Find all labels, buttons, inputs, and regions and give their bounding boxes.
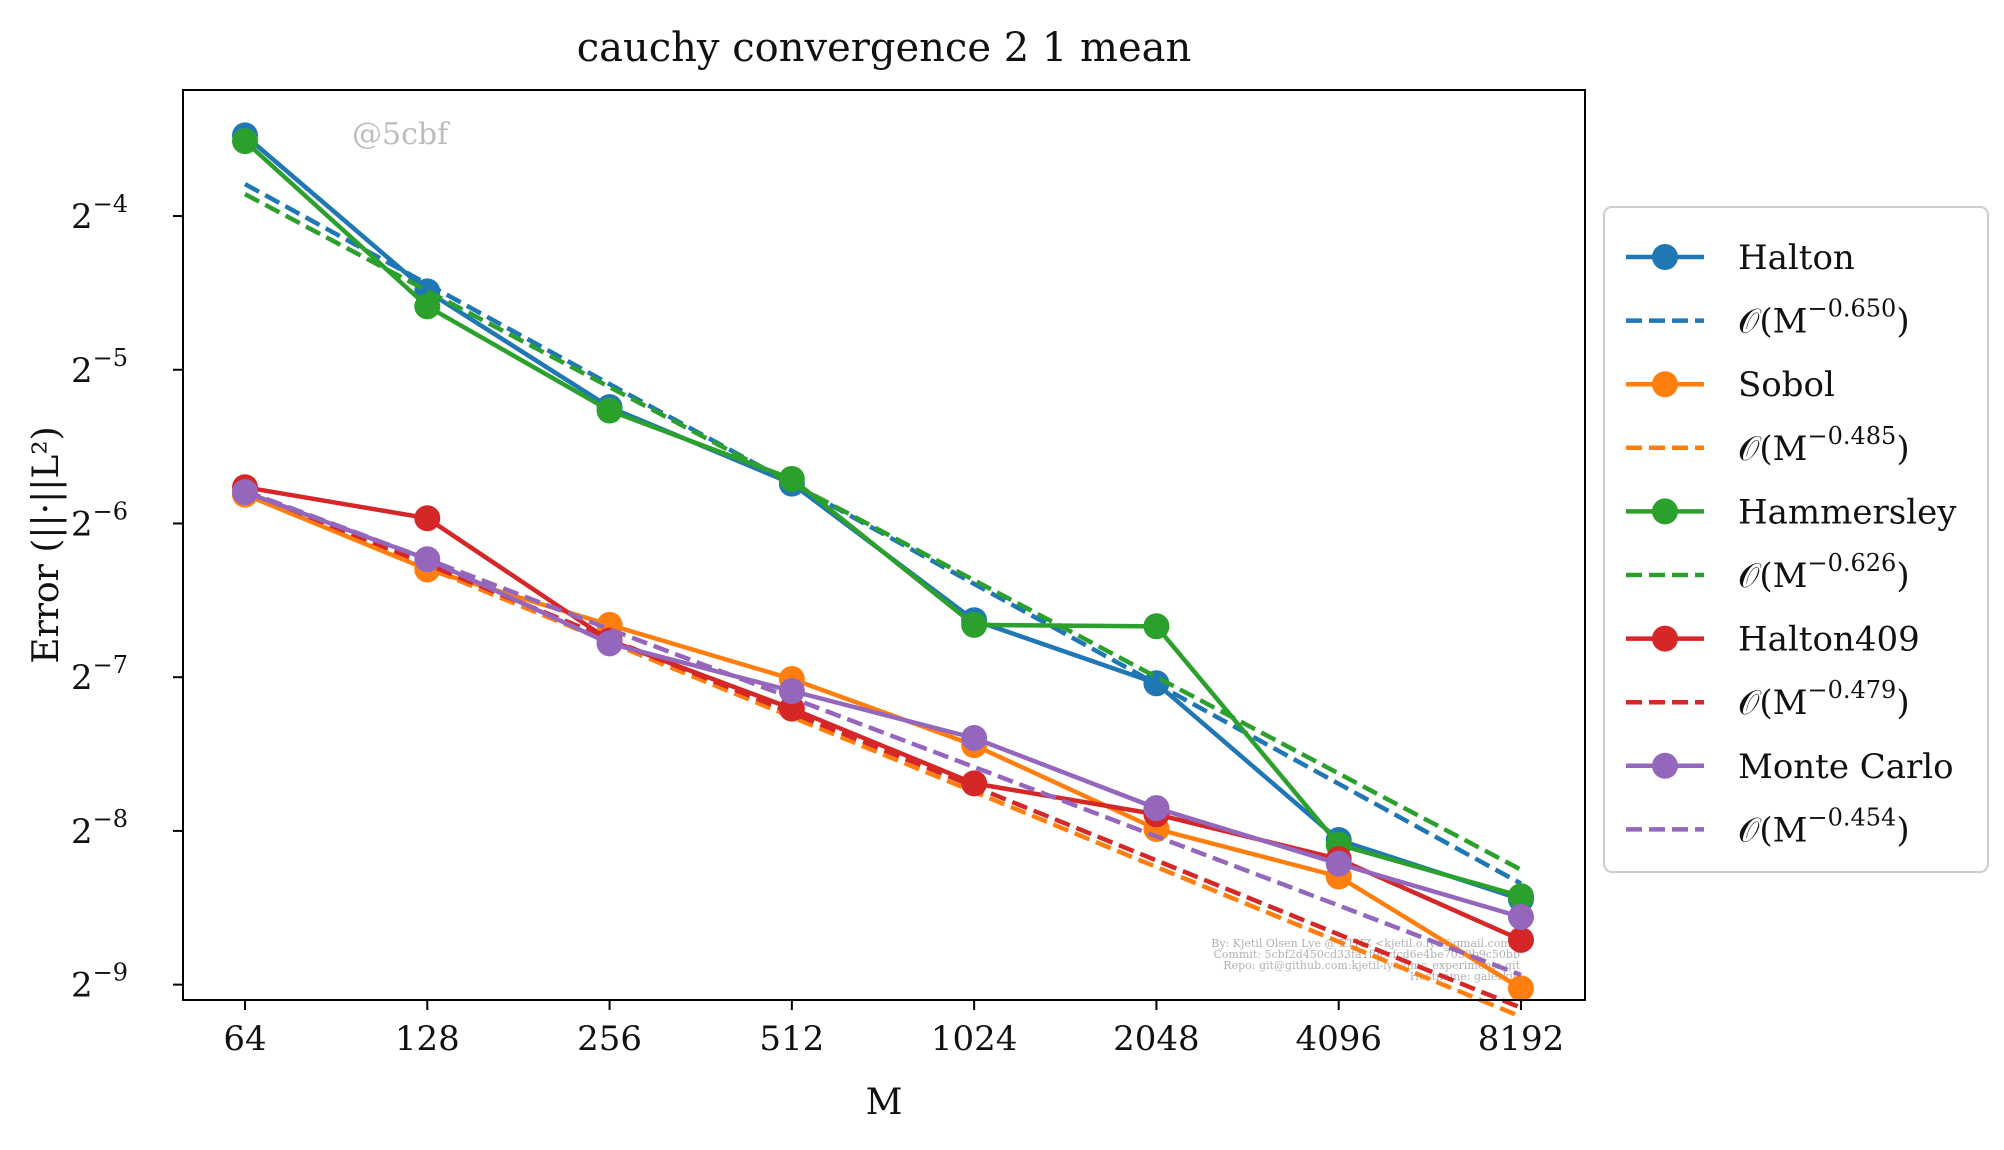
legend-marker-halton <box>1652 244 1678 270</box>
legend-label-fit: 𝒪(M−0.479) <box>1738 676 1910 723</box>
y-axis: 2−9 2−8 2−7 2−6 2−5 2−4 <box>71 190 183 1006</box>
legend-marker-halton409 <box>1652 625 1678 652</box>
y-axis-label: Error (||·||L²) <box>26 426 67 663</box>
data-point-monte-carlo <box>1325 850 1352 877</box>
legend-label-fit: 𝒪(M−0.626) <box>1738 549 1910 596</box>
data-point-monte-carlo <box>1143 795 1170 822</box>
data-point-halton409 <box>1508 926 1534 953</box>
legend-label-hammersley: Hammersley <box>1738 492 1957 532</box>
y-tick-label: 2−9 <box>71 959 128 1006</box>
plot-frame <box>182 89 1586 1001</box>
data-point-sobol <box>1508 975 1534 1002</box>
legend-marker-monte-carlo <box>1652 752 1678 779</box>
legend-marker-hammersley <box>1652 498 1678 525</box>
x-tick-label: 1024 <box>931 1019 1018 1059</box>
legend-marker-sobol <box>1652 371 1678 398</box>
svg-text:Error (||·||L²): Error (||·||L²) <box>26 426 67 663</box>
y-tick-label: 2−6 <box>71 497 128 544</box>
x-tick-label: 8192 <box>1478 1019 1565 1059</box>
legend-label-halton409: Halton409 <box>1738 620 1920 660</box>
legend-box <box>1603 206 1989 873</box>
data-point-hammersley <box>232 128 258 155</box>
y-tick-label: 2−5 <box>71 344 128 391</box>
legend-label-halton: Halton <box>1738 238 1855 278</box>
series-line-fit-5 <box>243 192 1523 872</box>
data-point-hammersley <box>414 293 441 320</box>
y-tick-label: 2−8 <box>71 805 128 852</box>
y-tick-label: 2−7 <box>71 651 128 698</box>
series-line-fit-3 <box>244 490 1522 1019</box>
legend-label-fit: 𝒪(M−0.454) <box>1738 803 1910 850</box>
x-tick-label: 512 <box>759 1019 824 1059</box>
x-tick-label: 128 <box>395 1019 460 1059</box>
legend-label-sobol: Sobol <box>1738 365 1835 405</box>
data-point-monte-carlo <box>961 724 988 751</box>
series-line-hammersley <box>243 139 1522 899</box>
legend-label-fit: 𝒪(M−0.650) <box>1738 295 1910 342</box>
series-line-halton409 <box>244 484 1522 942</box>
legend-label-fit: 𝒪(M−0.485) <box>1738 422 1910 469</box>
data-point-halton409 <box>414 505 441 532</box>
chart-title: cauchy convergence 2 1 mean <box>577 25 1192 71</box>
data-point-monte-carlo <box>596 630 623 657</box>
x-tick-label: 2048 <box>1113 1019 1200 1059</box>
credits-line: Commit: 5cbf2d450cd33fa1f9ecfcd6e4be7030… <box>1213 948 1520 961</box>
x-tick-label: 64 <box>223 1019 266 1059</box>
watermark: @5cbf <box>352 117 450 152</box>
plot-area <box>232 122 1534 1019</box>
data-point-hammersley <box>1143 613 1170 640</box>
credits-line: Repo: git@github.com:kjetil-lye/qmc_expe… <box>1223 959 1520 972</box>
x-tick-label: 4096 <box>1295 1019 1382 1059</box>
series-line-monte-carlo <box>244 489 1522 920</box>
data-point-hammersley <box>1508 883 1534 910</box>
x-axis-label: M <box>866 1082 903 1123</box>
y-axis-label-text: Error (||·||L²) <box>26 426 67 663</box>
data-point-hammersley <box>961 611 988 638</box>
x-axis: 64 128 256 512 1024 2048 4096 8192 <box>223 1000 1564 1059</box>
data-point-hammersley <box>596 397 623 424</box>
data-point-monte-carlo <box>1508 903 1534 930</box>
legend-label-monte-carlo: Monte Carlo <box>1738 747 1954 787</box>
y-tick-label: 2−4 <box>71 190 128 237</box>
legend: Halton 𝒪(M−0.650) Sobol 𝒪(M−0.485) Hammersle… <box>1603 206 1989 873</box>
series-line-fit-9 <box>244 488 1522 978</box>
x-tick-label: 256 <box>577 1019 642 1059</box>
